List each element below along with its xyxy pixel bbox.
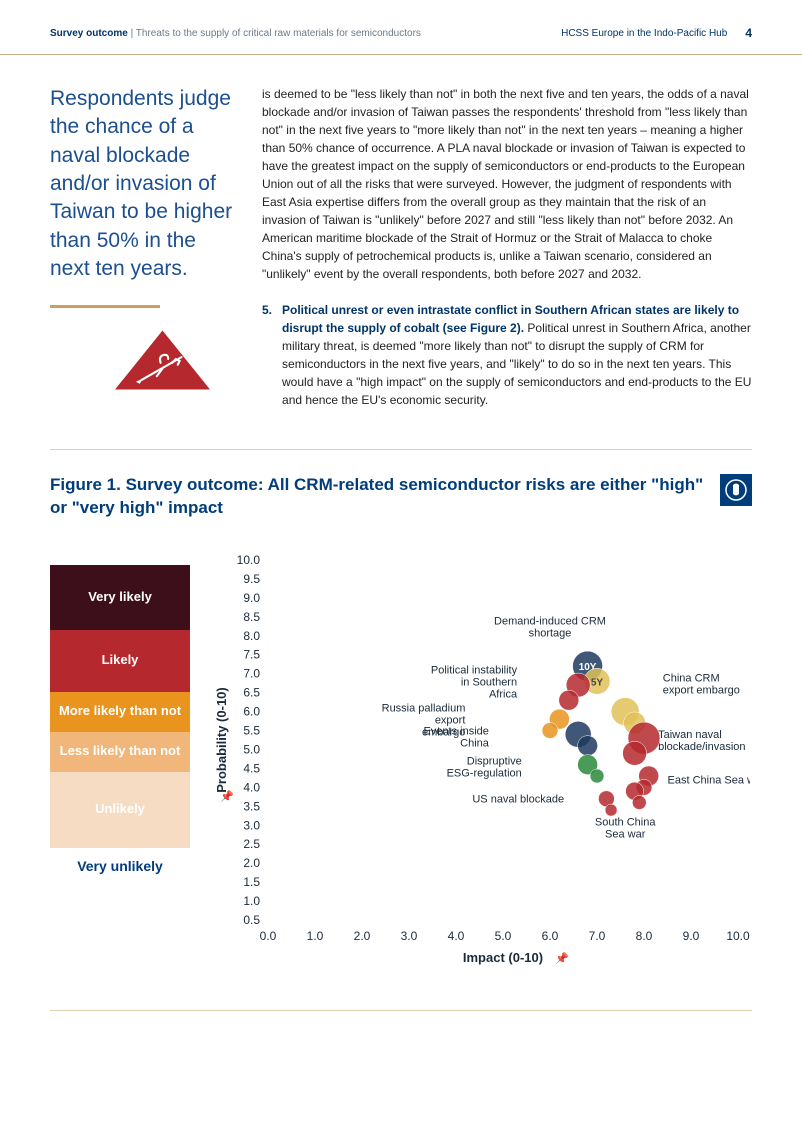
header-section: Survey outcome	[50, 28, 128, 39]
header-left: Survey outcome | Threats to the supply o…	[50, 28, 421, 39]
svg-text:8.5: 8.5	[243, 610, 260, 624]
svg-text:📌: 📌	[555, 951, 569, 965]
svg-text:Taiwan naval: Taiwan naval	[658, 729, 722, 741]
svg-text:blockade/invasion: blockade/invasion	[658, 741, 745, 753]
paragraph-2-wrap: 5. Political unrest or even intrastate c…	[262, 301, 752, 409]
svg-text:ESG-regulation: ESG-regulation	[447, 768, 522, 780]
scatter-chart: 0.5 1.0 1.5 2.0 2.5 3.0 3.5 4.0 4.5 5.0 5.5 6.0 6.5 7…	[200, 550, 750, 980]
svg-text:6.5: 6.5	[243, 686, 260, 700]
callout-underline	[50, 305, 160, 308]
figure-1: Figure 1. Survey outcome: All CRM-relate…	[50, 449, 752, 1011]
svg-text:Events inside: Events inside	[423, 725, 488, 737]
svg-text:1.0: 1.0	[243, 894, 260, 908]
legend-row: More likely than not	[50, 692, 190, 732]
svg-text:Demand-induced CRM: Demand-induced CRM	[494, 615, 606, 627]
svg-text:US naval blockade: US naval blockade	[472, 793, 564, 805]
svg-text:4.0: 4.0	[448, 929, 465, 943]
header-subtitle: Threats to the supply of critical raw ma…	[136, 28, 421, 39]
probability-legend: Very likelyLikelyMore likely than notLes…	[50, 565, 190, 874]
very-unlikely-label: Very unlikely	[50, 858, 190, 874]
paragraph-2: Political unrest or even intrastate conf…	[282, 301, 752, 409]
svg-text:in Southern: in Southern	[461, 677, 517, 689]
content-area: Respondents judge the chance of a naval …	[0, 55, 802, 409]
svg-text:Impact (0-10): Impact (0-10)	[463, 950, 543, 965]
svg-text:3.5: 3.5	[243, 799, 260, 813]
svg-text:Probability (0-10): Probability (0-10)	[214, 687, 229, 792]
legend-row: Likely	[50, 630, 190, 692]
header-source: HCSS Europe in the Indo-Pacific Hub	[561, 28, 727, 39]
page-header: Survey outcome | Threats to the supply o…	[0, 0, 802, 55]
paragraph-1: is deemed to be "less likely than not" i…	[262, 85, 752, 283]
svg-text:6.0: 6.0	[243, 704, 260, 718]
svg-text:Dispruptive: Dispruptive	[467, 756, 522, 768]
warning-triangle-icon	[115, 330, 210, 390]
chart-container: Very likelyLikelyMore likely than notLes…	[50, 550, 752, 990]
svg-text:Russia palladium: Russia palladium	[382, 702, 466, 714]
svg-text:0.5: 0.5	[243, 913, 260, 927]
svg-text:shortage: shortage	[529, 627, 572, 639]
svg-text:2.0: 2.0	[354, 929, 371, 943]
figure-title: Figure 1. Survey outcome: All CRM-relate…	[50, 474, 706, 520]
svg-text:4.5: 4.5	[243, 761, 260, 775]
svg-text:5.0: 5.0	[243, 742, 260, 756]
svg-text:1.5: 1.5	[243, 875, 260, 889]
svg-text:10.0: 10.0	[726, 929, 750, 943]
svg-text:10.0: 10.0	[237, 553, 261, 567]
svg-text:5.5: 5.5	[243, 723, 260, 737]
main-text: is deemed to be "less likely than not" i…	[262, 85, 752, 409]
svg-text:4.0: 4.0	[243, 780, 260, 794]
svg-text:9.5: 9.5	[243, 572, 260, 586]
svg-text:1.0: 1.0	[307, 929, 324, 943]
header-right: HCSS Europe in the Indo-Pacific Hub 4	[561, 26, 752, 40]
svg-text:South China: South China	[595, 816, 656, 828]
legend-row: Less likely than not	[50, 732, 190, 772]
legend-row: Very likely	[50, 565, 190, 630]
svg-text:Political instability: Political instability	[431, 665, 518, 677]
svg-text:8.0: 8.0	[636, 929, 653, 943]
list-number: 5.	[262, 301, 272, 409]
figure-header: Figure 1. Survey outcome: All CRM-relate…	[50, 474, 752, 520]
svg-text:7.0: 7.0	[243, 667, 260, 681]
svg-text:2.5: 2.5	[243, 837, 260, 851]
svg-text:7.5: 7.5	[243, 648, 260, 662]
svg-text:5.0: 5.0	[495, 929, 512, 943]
page-number: 4	[745, 26, 752, 40]
svg-text:0.0: 0.0	[260, 929, 277, 943]
svg-text:9.0: 9.0	[243, 591, 260, 605]
svg-text:📌: 📌	[220, 789, 234, 803]
svg-text:6.0: 6.0	[542, 929, 559, 943]
svg-text:China: China	[460, 737, 490, 749]
svg-text:5Y: 5Y	[591, 677, 604, 688]
svg-text:7.0: 7.0	[589, 929, 606, 943]
svg-text:2.0: 2.0	[243, 856, 260, 870]
callout-text: Respondents judge the chance of a naval …	[50, 85, 240, 283]
svg-text:3.0: 3.0	[243, 818, 260, 832]
svg-text:Sea war: Sea war	[605, 828, 646, 840]
svg-text:8.0: 8.0	[243, 629, 260, 643]
svg-text:9.0: 9.0	[683, 929, 700, 943]
svg-text:export embargo: export embargo	[663, 684, 740, 696]
hcss-logo-icon	[720, 474, 752, 506]
svg-text:China CRM: China CRM	[663, 672, 720, 684]
legend-row: Unlikely	[50, 772, 190, 848]
sidebar: Respondents judge the chance of a naval …	[50, 85, 240, 409]
svg-text:3.0: 3.0	[401, 929, 418, 943]
header-divider: |	[128, 28, 136, 39]
svg-text:Africa: Africa	[489, 689, 518, 701]
svg-text:East China Sea war: East China Sea war	[668, 774, 751, 786]
